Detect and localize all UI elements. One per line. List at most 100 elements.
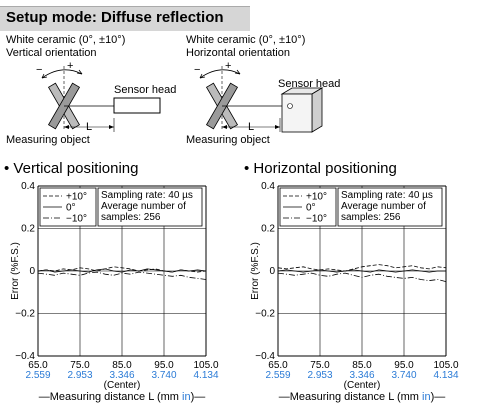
x-tick-label-inch: 4.134 xyxy=(433,370,458,381)
legend-entry: +10° xyxy=(306,192,327,203)
legend: +10°0°−10° xyxy=(279,187,337,227)
info-line: Sampling rate: 40 µs xyxy=(101,190,193,201)
setup-illustration-vertical xyxy=(41,66,161,132)
sensor-head-icon xyxy=(280,87,324,133)
x-axis-label-text: )— xyxy=(431,391,446,403)
x-tick-label-inch: 3.346 xyxy=(349,370,374,381)
chart-plot-horizontal: 0.4 0.2 0 −0.2 −0.4 Error (%F.S.) 65.02.559 75.… xyxy=(250,181,459,403)
x-tick-label: 95.0 xyxy=(394,360,414,371)
angle-arrow-left xyxy=(199,73,206,79)
info-line: Average number of xyxy=(101,201,186,212)
plus-sign: + xyxy=(67,60,74,72)
series-line-2 xyxy=(37,271,207,280)
x-tick-label-inch: 4.134 xyxy=(193,370,218,381)
target-label: White ceramic (0°, ±10°) xyxy=(186,34,306,46)
info-line: samples: 256 xyxy=(341,212,401,223)
y-tick-label: 0 xyxy=(269,266,275,277)
page-header: Setup mode: Diffuse reflection xyxy=(0,6,250,31)
chart-plot-vertical: 0.4 0.2 0 −0.2 −0.4 Error (%F.S.) 65.02.559 75.… xyxy=(10,181,219,403)
center-label: (Center) xyxy=(104,380,141,391)
x-axis-label-text: )— xyxy=(191,391,206,403)
angle-arc xyxy=(41,69,83,79)
legend-entry: 0° xyxy=(306,203,316,214)
chart-title: • Vertical positioning xyxy=(4,160,139,177)
y-axis-label: Error (%F.S.) xyxy=(250,242,261,300)
series-line-0 xyxy=(277,264,447,272)
setup-diagram-horizontal: White ceramic (0°, ±10°) Horizontal orie… xyxy=(186,34,446,152)
chart-title: • Horizontal positioning xyxy=(244,160,397,177)
x-tick-label: 85.0 xyxy=(352,360,372,371)
x-axis-label-unit: in xyxy=(422,391,431,403)
measuring-object-label: Measuring object xyxy=(186,134,270,146)
info-line: Average number of xyxy=(341,201,426,212)
minus-sign: − xyxy=(194,64,201,76)
x-tick-label: 105.0 xyxy=(193,360,218,371)
x-tick-label-inch: 3.346 xyxy=(109,370,134,381)
x-tick-label: 65.0 xyxy=(28,360,48,371)
x-axis-label-unit: in xyxy=(182,391,191,403)
info-box-frame xyxy=(337,187,443,227)
x-tick-label: 65.0 xyxy=(268,360,288,371)
y-tick-label: 0.4 xyxy=(21,181,35,192)
y-tick-label: 0.2 xyxy=(261,224,275,235)
plus-sign: + xyxy=(225,60,232,72)
x-tick-label: 75.0 xyxy=(70,360,90,371)
orientation-label: Vertical orientation xyxy=(6,47,97,59)
minus-sign: − xyxy=(36,64,43,76)
y-tick-label: −0.2 xyxy=(15,309,35,320)
x-tick-label-inch: 2.953 xyxy=(67,370,92,381)
setup-diagram-vertical: White ceramic (0°, ±10°) Vertical orient… xyxy=(6,34,242,152)
chart-horizontal-positioning: • Horizontal positioning 0.4 0.2 0 −0.2 −0.4… xyxy=(244,160,480,410)
x-axis-label: —Measuring distance L (mm in)— xyxy=(279,391,446,403)
page-title: Setup mode: Diffuse reflection xyxy=(6,9,224,26)
x-axis-label-text: —Measuring distance L (mm xyxy=(39,391,182,403)
measuring-object-label: Measuring object xyxy=(6,134,90,146)
y-tick-label: −0.4 xyxy=(15,351,35,362)
target-label: White ceramic (0°, ±10°) xyxy=(6,34,126,46)
sensor-head-label: Sensor head xyxy=(114,84,177,96)
y-axis-label: Error (%F.S.) xyxy=(10,242,21,300)
y-tick-label: −0.4 xyxy=(255,351,275,362)
info-box-frame xyxy=(97,187,203,227)
x-tick-label-inch: 3.740 xyxy=(391,370,416,381)
distance-label: L xyxy=(86,121,93,133)
angle-arrow-right xyxy=(76,69,83,75)
legend: +10°0°−10° xyxy=(39,187,97,227)
angle-arc xyxy=(199,69,241,79)
series-line-1 xyxy=(277,269,446,273)
x-axis-label-text: —Measuring distance L (mm xyxy=(279,391,422,403)
distance-label: L xyxy=(248,121,255,133)
sensor-head-label: Sensor head xyxy=(278,78,341,90)
x-tick-label: 85.0 xyxy=(112,360,132,371)
info-line: Sampling rate: 40 µs xyxy=(341,190,433,201)
orientation-label: Horizontal orientation xyxy=(186,47,290,59)
legend-entry: −10° xyxy=(306,214,327,225)
series-line-0 xyxy=(37,266,207,273)
legend-entry: −10° xyxy=(66,214,87,225)
setup-illustration-horizontal xyxy=(199,66,324,133)
angle-arrow-left xyxy=(41,73,48,79)
x-tick-label: 75.0 xyxy=(310,360,330,371)
angle-arrow-right xyxy=(234,69,241,75)
x-axis-label: —Measuring distance L (mm in)— xyxy=(39,391,206,403)
chart-vertical-positioning: • Vertical positioning 0.4 0.2 0 −0.2 −0.4 Er… xyxy=(4,160,240,410)
y-tick-label: −0.2 xyxy=(255,309,275,320)
x-tick-label-inch: 2.953 xyxy=(307,370,332,381)
series-line-2 xyxy=(277,272,447,282)
x-tick-label-inch: 3.740 xyxy=(151,370,176,381)
y-tick-label: 0.2 xyxy=(21,224,35,235)
y-tick-label: 0 xyxy=(29,266,35,277)
legend-entry: 0° xyxy=(66,203,76,214)
x-tick-label-inch: 2.559 xyxy=(25,370,50,381)
x-tick-label: 105.0 xyxy=(433,360,458,371)
x-tick-label-inch: 2.559 xyxy=(265,370,290,381)
info-line: samples: 256 xyxy=(101,212,161,223)
y-tick-label: 0.4 xyxy=(261,181,275,192)
series-line-1 xyxy=(37,268,207,273)
center-label: (Center) xyxy=(344,380,381,391)
legend-entry: +10° xyxy=(66,192,87,203)
x-tick-label: 95.0 xyxy=(154,360,174,371)
sensor-head-icon xyxy=(113,97,161,114)
